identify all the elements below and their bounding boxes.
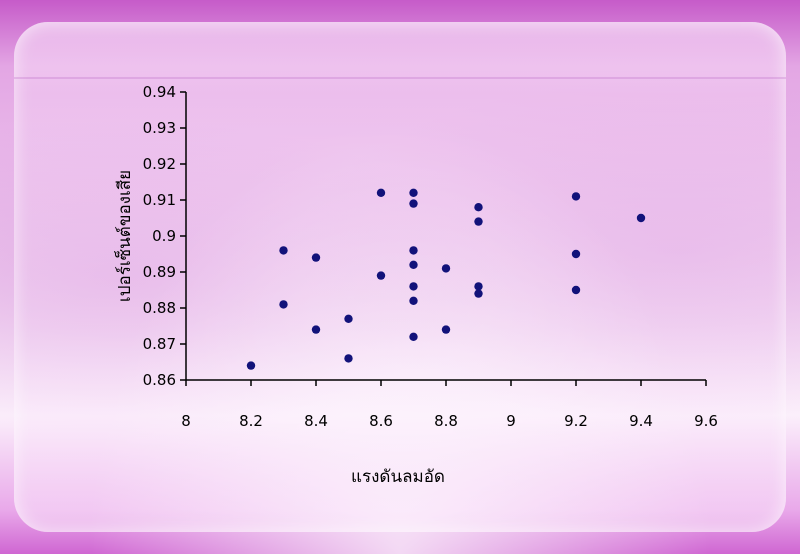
y-tick-label: 0.92 <box>143 155 176 173</box>
chart-panel <box>14 22 786 532</box>
x-tick-label: 8.2 <box>239 412 263 430</box>
data-point <box>409 260 418 269</box>
data-point <box>311 325 321 334</box>
x-tick-label: 9.6 <box>694 412 718 430</box>
data-point <box>376 271 386 280</box>
data-point <box>474 217 483 226</box>
data-point <box>376 188 386 197</box>
y-ticks: 0.86 0.87 0.88 0.89 0.9 0.91 0.92 0.93 0.94 <box>143 83 186 389</box>
y-tick-label: 0.86 <box>143 371 176 389</box>
data-point <box>571 285 581 295</box>
data-point <box>344 354 353 363</box>
data-point <box>474 282 483 291</box>
data-point <box>279 246 288 255</box>
data-point <box>441 325 451 334</box>
data-point <box>409 282 418 291</box>
data-point <box>636 213 646 223</box>
data-point <box>344 314 353 323</box>
y-tick-label: 0.88 <box>143 299 176 317</box>
data-point <box>571 249 581 259</box>
data-point <box>474 289 483 298</box>
y-tick-label: 0.89 <box>143 263 176 281</box>
x-tick-label: 9.4 <box>629 412 653 430</box>
data-point <box>409 188 418 197</box>
data-points <box>246 188 646 370</box>
axes-group <box>185 92 706 381</box>
data-point <box>311 253 321 262</box>
data-point <box>279 300 288 309</box>
x-tick-label: 8.8 <box>434 412 458 430</box>
x-axis-title: แรงดันลมอัด <box>351 467 445 487</box>
x-tick-label: 8.6 <box>369 412 393 430</box>
x-tick-label: 8.4 <box>304 412 328 430</box>
data-point <box>409 296 418 305</box>
data-point <box>571 192 581 201</box>
y-tick-label: 0.94 <box>143 83 176 101</box>
data-point <box>474 203 483 212</box>
data-point <box>441 264 451 273</box>
x-ticks: 8 8.2 8.4 8.6 8.8 9 9.2 9.4 9.6 <box>181 380 718 430</box>
y-tick-label: 0.93 <box>143 119 176 137</box>
y-axis-title: เปอร์เซ็นต์ของเสีย <box>113 170 135 302</box>
data-point <box>409 332 418 341</box>
data-point <box>246 361 256 370</box>
data-point <box>409 246 418 255</box>
panel-band <box>14 77 786 79</box>
x-tick-label: 9.2 <box>564 412 588 430</box>
y-tick-label: 0.91 <box>143 191 176 209</box>
y-tick-label: 0.9 <box>152 227 176 245</box>
y-tick-label: 0.87 <box>143 335 176 353</box>
x-tick-label: 9 <box>506 412 516 430</box>
data-point <box>409 199 418 208</box>
x-tick-label: 8 <box>181 412 191 430</box>
